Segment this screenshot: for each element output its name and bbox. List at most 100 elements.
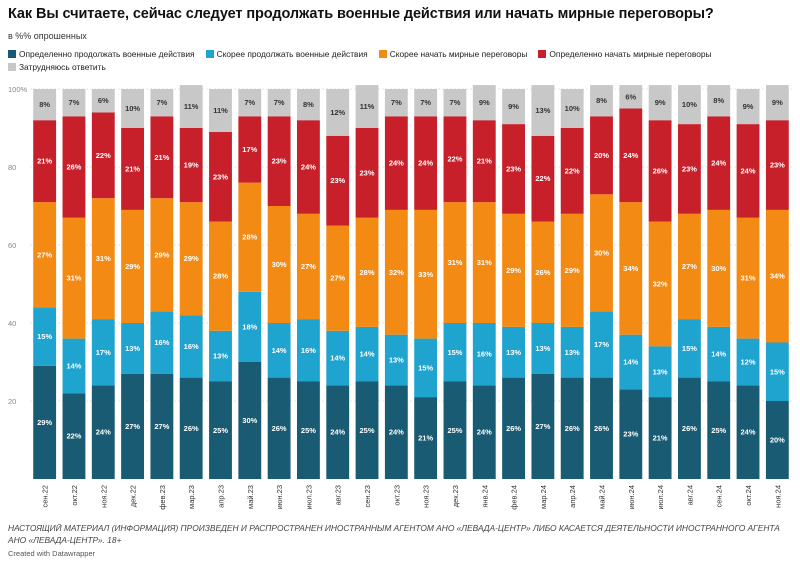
data-label: 26% <box>565 424 580 433</box>
bar-segment <box>472 120 496 203</box>
data-label: 31% <box>66 274 81 283</box>
y-tick-label: 100% <box>8 85 28 94</box>
x-tick-label: май.23 <box>246 485 255 509</box>
data-label: 23% <box>272 157 287 166</box>
data-label: 31% <box>741 274 756 283</box>
bar-segment <box>150 198 174 312</box>
x-tick-label: сен.23 <box>363 485 372 508</box>
bar-segment <box>179 315 203 378</box>
x-tick-label: авг.24 <box>685 485 694 505</box>
data-label: 34% <box>623 264 638 273</box>
data-label: 13% <box>653 367 668 376</box>
bar-segment <box>355 381 379 479</box>
data-label: 11% <box>360 102 375 111</box>
data-label: 28% <box>242 233 257 242</box>
data-label: 14% <box>330 354 345 363</box>
bar-segment <box>648 85 672 121</box>
data-label: 14% <box>623 358 638 367</box>
data-label: 26% <box>506 424 521 433</box>
bar-segment <box>121 323 145 374</box>
data-label: 25% <box>711 426 726 435</box>
bar-segment <box>414 209 438 339</box>
legend-label: Скорее начать мирные переговоры <box>389 49 528 59</box>
bar-segment <box>443 202 467 323</box>
bar-segment <box>619 202 643 335</box>
data-label: 7% <box>450 98 461 107</box>
bar-segment <box>531 85 555 136</box>
bar-segment <box>502 124 526 214</box>
bar-segment <box>384 334 408 386</box>
data-label: 29% <box>184 254 199 263</box>
bar-segment <box>677 377 701 479</box>
data-label: 23% <box>506 164 521 173</box>
data-label: 20% <box>770 436 785 445</box>
bar-segment <box>150 116 174 199</box>
legend-item: Затрудняюсь ответить <box>8 61 106 74</box>
legend-swatch <box>205 50 214 58</box>
data-label: 30% <box>594 248 609 257</box>
bar-segment <box>33 120 57 203</box>
bar-segment <box>736 89 760 125</box>
chart-title: Как Вы считаете, сейчас следует продолжа… <box>8 6 714 22</box>
bar-segment <box>472 85 496 121</box>
bar-segment <box>590 377 613 479</box>
data-label: 21% <box>125 164 140 173</box>
bar-segment <box>91 198 115 320</box>
data-label: 27% <box>154 422 169 431</box>
data-label: 25% <box>213 426 228 435</box>
bar-segment <box>531 135 555 222</box>
data-label: 6% <box>98 96 109 105</box>
legend-label: Скорее продолжать военные действия <box>216 49 368 59</box>
bar-segment <box>33 89 57 121</box>
bar-segment <box>648 221 672 347</box>
data-label: 12% <box>741 358 756 367</box>
bar-segment <box>736 338 760 386</box>
bar-segment <box>619 389 643 479</box>
x-tick-label: апр.24 <box>568 485 577 508</box>
bar-segment <box>502 377 526 479</box>
bar-segment <box>560 128 584 214</box>
data-label: 13% <box>125 344 140 353</box>
bar-segment <box>472 385 496 479</box>
bar-segment <box>91 385 115 479</box>
bar-segment <box>619 334 643 390</box>
data-label: 29% <box>37 418 52 427</box>
bar-segment <box>121 209 145 323</box>
bar-segment <box>384 116 408 210</box>
data-label: 25% <box>301 426 316 435</box>
data-label: 27% <box>682 262 697 271</box>
data-label: 6% <box>625 92 636 101</box>
bar-segment <box>150 373 174 479</box>
data-label: 24% <box>301 163 316 172</box>
bar-segment <box>326 135 350 226</box>
bar-segment <box>677 213 701 320</box>
data-label: 21% <box>154 153 169 162</box>
bar-segment <box>179 85 203 128</box>
data-label: 22% <box>535 174 550 183</box>
legend-label: Определенно начать мирные переговоры <box>549 49 712 59</box>
bar-segment <box>91 112 115 199</box>
x-tick-label: окт.23 <box>392 485 401 506</box>
x-tick-label: июн.24 <box>627 485 636 509</box>
data-label: 30% <box>242 416 257 425</box>
bar-segment <box>765 120 789 210</box>
x-tick-label: июл.23 <box>304 485 313 509</box>
data-label: 14% <box>272 346 287 355</box>
data-label: 24% <box>623 151 638 160</box>
data-label: 7% <box>156 98 167 107</box>
bar-segment <box>326 225 350 331</box>
data-label: 26% <box>682 424 697 433</box>
legend-item: Определенно продолжать военные действия <box>8 48 195 61</box>
bar-segment <box>209 89 232 132</box>
data-label: 7% <box>244 98 255 107</box>
bar-segment <box>648 346 672 398</box>
data-label: 25% <box>447 426 462 435</box>
data-label: 24% <box>96 428 111 437</box>
chart-legend: Определенно продолжать военные действия С… <box>8 48 792 74</box>
bar-segment <box>590 85 613 117</box>
bar-segment <box>62 89 86 117</box>
data-label: 13% <box>506 348 521 357</box>
bar-segment <box>209 131 232 222</box>
data-label: 26% <box>184 424 199 433</box>
data-label: 27% <box>535 422 550 431</box>
